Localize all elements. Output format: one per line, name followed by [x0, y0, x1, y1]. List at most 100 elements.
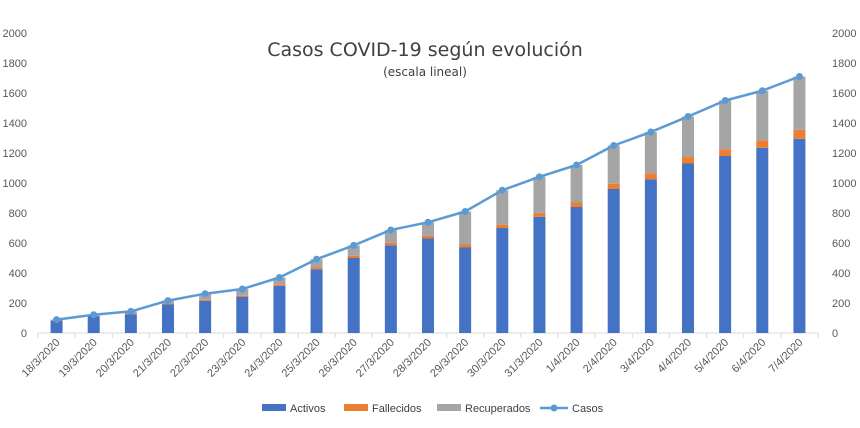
- y-tick-label-left: 600: [9, 238, 27, 250]
- legend-swatch-fallecidos: [344, 404, 368, 411]
- bar-activos: [87, 316, 100, 333]
- point-casos: [684, 113, 692, 121]
- point-casos: [275, 274, 283, 281]
- bar-activos: [496, 228, 509, 333]
- point-casos: [127, 307, 135, 315]
- point-casos: [647, 128, 655, 136]
- y-tick-label-left: 1400: [3, 118, 27, 130]
- point-casos: [424, 218, 432, 226]
- bar-activos: [199, 300, 212, 333]
- y-tick-label-right: 2000: [832, 28, 856, 40]
- line-series: [53, 73, 803, 324]
- y-tick-label-right: 0: [832, 328, 838, 340]
- y-tick-label-left: 2000: [3, 28, 27, 40]
- bar-fallecidos: [459, 244, 472, 248]
- point-casos: [535, 173, 543, 181]
- y-tick-label-right: 1200: [832, 148, 856, 160]
- bar-recuperados: [570, 165, 583, 203]
- y-tick-label-right: 200: [832, 298, 850, 310]
- point-casos: [573, 161, 581, 169]
- bar-fallecidos: [236, 295, 249, 297]
- legend-label-fallecidos: Fallecidos: [372, 403, 422, 415]
- point-casos: [201, 290, 209, 298]
- bar-fallecidos: [719, 149, 732, 156]
- y-tick-label-left: 1000: [3, 178, 27, 190]
- bar-activos: [570, 207, 583, 333]
- point-casos: [350, 241, 358, 249]
- bar-fallecidos: [682, 157, 694, 164]
- bar-activos: [719, 156, 732, 333]
- bar-recuperados: [496, 190, 509, 225]
- bar-activos: [347, 258, 360, 333]
- bar-recuperados: [756, 90, 769, 141]
- bar-fallecidos: [273, 284, 286, 286]
- bar-fallecidos: [756, 140, 769, 148]
- point-casos: [610, 142, 618, 149]
- bar-fallecidos: [199, 299, 212, 301]
- bar-activos: [422, 238, 434, 333]
- legend-label-casos: Casos: [572, 403, 604, 415]
- bar-activos: [124, 314, 137, 333]
- y-tick-label-left: 1600: [3, 88, 27, 100]
- bar-activos: [607, 189, 620, 333]
- bar-activos: [682, 163, 694, 333]
- bar-recuperados: [644, 132, 657, 174]
- y-tick-label-right: 1400: [832, 118, 856, 130]
- y-tick-label-right: 1000: [832, 178, 856, 190]
- point-casos: [758, 87, 766, 95]
- legend-swatch-activos: [262, 404, 286, 411]
- legend-swatch-recuperados: [437, 404, 461, 411]
- bar-activos: [793, 138, 806, 333]
- point-casos: [795, 73, 803, 80]
- y-tick-label-right: 600: [832, 238, 850, 250]
- bar-recuperados: [533, 176, 546, 213]
- bar-activos: [273, 285, 286, 333]
- legend-label-recuperados: Recuperados: [465, 403, 531, 415]
- bar-fallecidos: [607, 183, 620, 189]
- y-tick-label-right: 400: [832, 268, 850, 280]
- bar-fallecidos: [533, 212, 546, 217]
- y-tick-label-left: 400: [9, 268, 27, 280]
- legend: Activos Fallecidos Recuperados Casos: [262, 403, 604, 415]
- bar-activos: [50, 321, 63, 333]
- bar-activos: [384, 245, 397, 333]
- point-casos: [461, 208, 469, 215]
- point-casos: [498, 186, 506, 194]
- legend-marker-casos: [550, 404, 558, 412]
- y-tick-label-left: 200: [9, 298, 27, 310]
- bar-fallecidos: [570, 202, 583, 207]
- bar-recuperados: [347, 245, 360, 256]
- legend-label-activos: Activos: [290, 403, 326, 415]
- chart-title: Casos COVID-19 según evolución: [267, 39, 583, 61]
- point-casos: [238, 285, 246, 293]
- chart-subtitle: (escala lineal): [383, 65, 467, 79]
- bar-fallecidos: [496, 224, 509, 228]
- y-tick-label-left: 800: [9, 208, 27, 220]
- y-tick-label-left: 0: [21, 328, 27, 340]
- bar-fallecidos: [422, 235, 434, 239]
- bar-fallecidos: [347, 255, 360, 258]
- bar-fallecidos: [310, 267, 323, 270]
- bar-activos: [756, 147, 769, 333]
- point-casos: [164, 297, 172, 305]
- point-casos: [313, 255, 321, 263]
- point-casos: [90, 311, 98, 319]
- y-tick-label-right: 800: [832, 208, 850, 220]
- bar-recuperados: [459, 211, 472, 245]
- y-tick-label-left: 1800: [3, 58, 27, 70]
- bars: [50, 76, 806, 333]
- bar-fallecidos: [793, 129, 806, 139]
- bar-recuperados: [384, 229, 397, 243]
- bar-activos: [236, 297, 249, 333]
- bar-fallecidos: [644, 173, 657, 180]
- bar-activos: [310, 269, 323, 333]
- bar-activos: [644, 179, 657, 333]
- y-tick-label-left: 1200: [3, 148, 27, 160]
- bar-recuperados: [607, 145, 620, 184]
- bar-activos: [533, 216, 546, 333]
- point-casos: [387, 226, 395, 234]
- bar-activos: [162, 304, 174, 333]
